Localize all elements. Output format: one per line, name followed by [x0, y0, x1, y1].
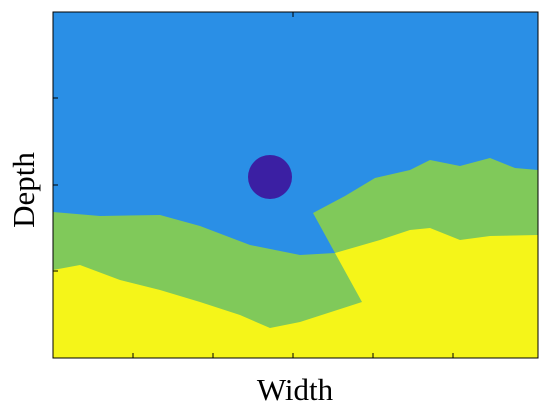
- model-image: [53, 12, 538, 358]
- x-axis-label: Width: [257, 372, 334, 407]
- yellow-layer: [53, 228, 538, 358]
- anomaly-circle: [248, 155, 292, 199]
- y-axis-label: Depth: [6, 152, 41, 228]
- ticks: [53, 12, 454, 358]
